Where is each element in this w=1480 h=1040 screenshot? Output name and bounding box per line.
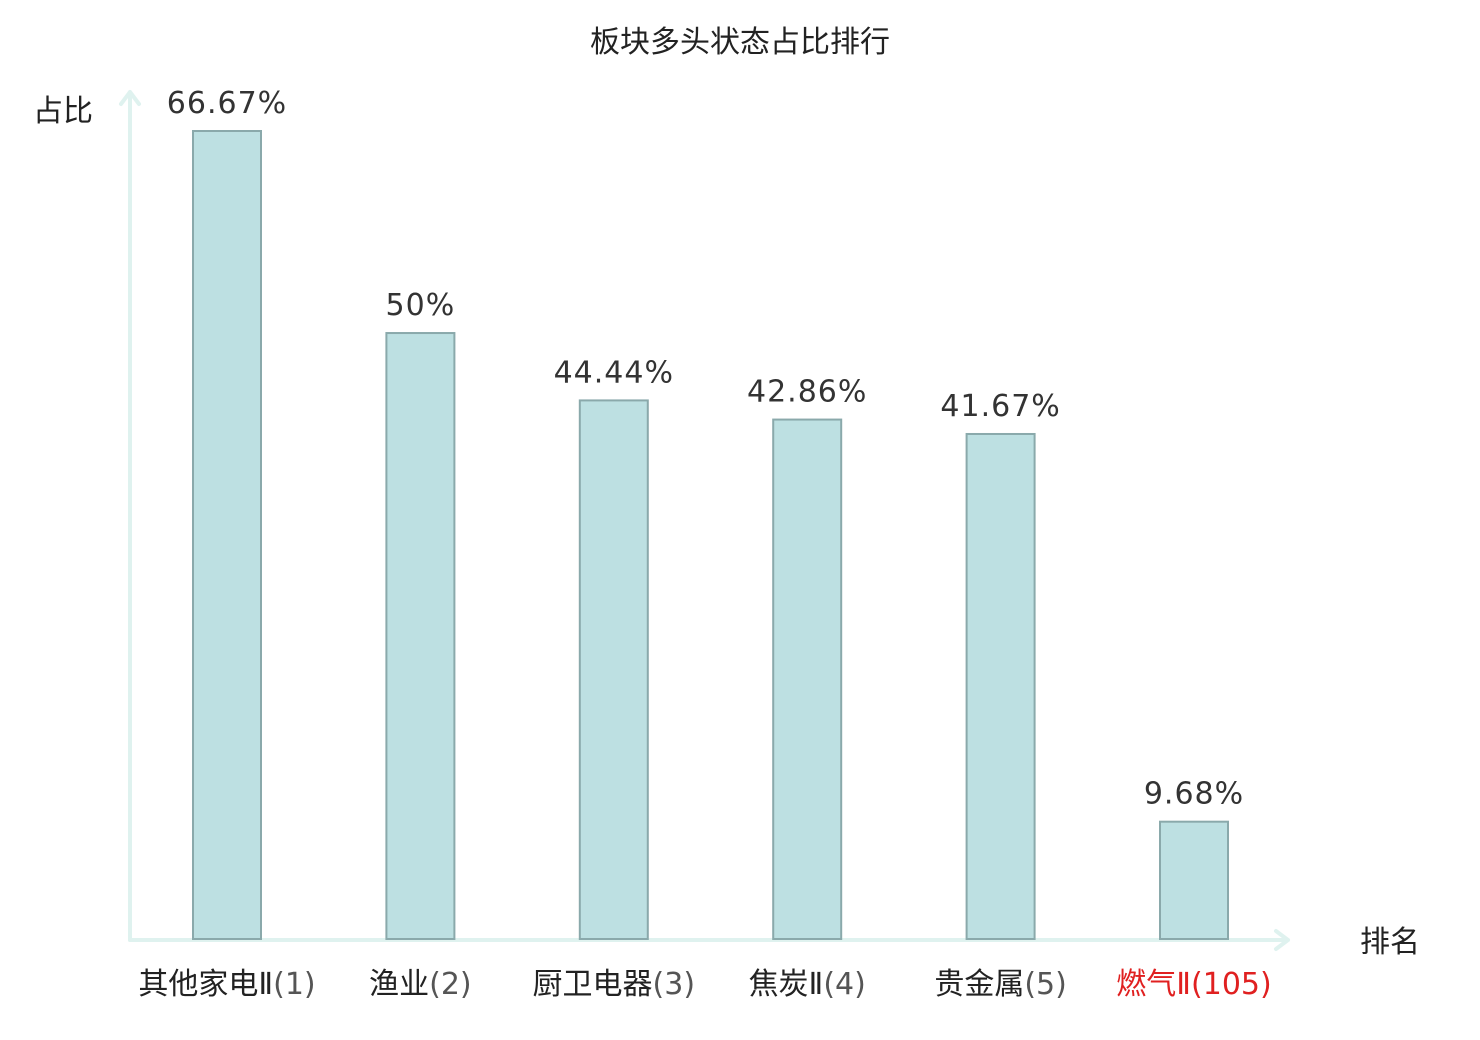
bars-group <box>192 130 1229 941</box>
x-tick-label-name: 渔业 <box>369 967 429 1002</box>
x-tick-label-rank: (2) <box>429 967 472 1002</box>
bar <box>578 399 649 940</box>
data-label: 41.67% <box>940 389 1060 424</box>
data-label: 66.67% <box>167 86 287 121</box>
data-label: 44.44% <box>554 355 674 390</box>
data-label: 42.86% <box>747 375 867 410</box>
x-tick-label-name: 燃气Ⅱ <box>1116 967 1191 1002</box>
y-axis-line <box>119 90 141 942</box>
x-tick-label: 燃气Ⅱ(105) <box>1116 967 1271 1002</box>
x-tick-label-name: 贵金属 <box>934 967 1024 1002</box>
x-tick-label-rank: (4) <box>823 967 866 1002</box>
x-tick-label: 贵金属(5) <box>934 967 1067 1002</box>
chart-title: 板块多头状态占比排行 <box>590 25 890 60</box>
data-label: 50% <box>386 288 456 323</box>
x-axis-line <box>128 929 1290 951</box>
bar <box>772 418 843 941</box>
x-tick-label-rank: (5) <box>1024 967 1067 1002</box>
x-tick-label-rank: (105) <box>1191 967 1272 1002</box>
value-labels-group: 66.67% 50% 44.44% 42.86% 41.67% 9.68% <box>167 86 1244 812</box>
x-tick-label: 厨卫电器(3) <box>533 967 696 1002</box>
x-tick-label-rank: (1) <box>273 967 316 1002</box>
x-tick-label-name: 厨卫电器 <box>533 967 653 1002</box>
x-axis-title: 排名 <box>1360 925 1420 960</box>
x-tick-label-name: 焦炭Ⅱ <box>749 967 824 1002</box>
x-tick-label-name: 其他家电Ⅱ <box>138 967 273 1002</box>
bar <box>192 130 262 940</box>
bar <box>385 332 456 941</box>
x-tick-label: 渔业(2) <box>369 967 472 1002</box>
bar <box>1159 820 1229 940</box>
data-label: 9.68% <box>1144 777 1244 812</box>
bar <box>965 432 1036 940</box>
x-tick-labels-group: 其他家电Ⅱ(1) 渔业(2) 厨卫电器(3) 焦炭Ⅱ(4) 贵金属(5) 燃气Ⅱ(105) <box>138 967 1271 1002</box>
y-axis-title: 占比 <box>33 94 93 129</box>
x-tick-label-rank: (3) <box>653 967 696 1002</box>
x-tick-label: 焦炭Ⅱ(4) <box>749 967 866 1002</box>
x-tick-label: 其他家电Ⅱ(1) <box>138 967 315 1002</box>
